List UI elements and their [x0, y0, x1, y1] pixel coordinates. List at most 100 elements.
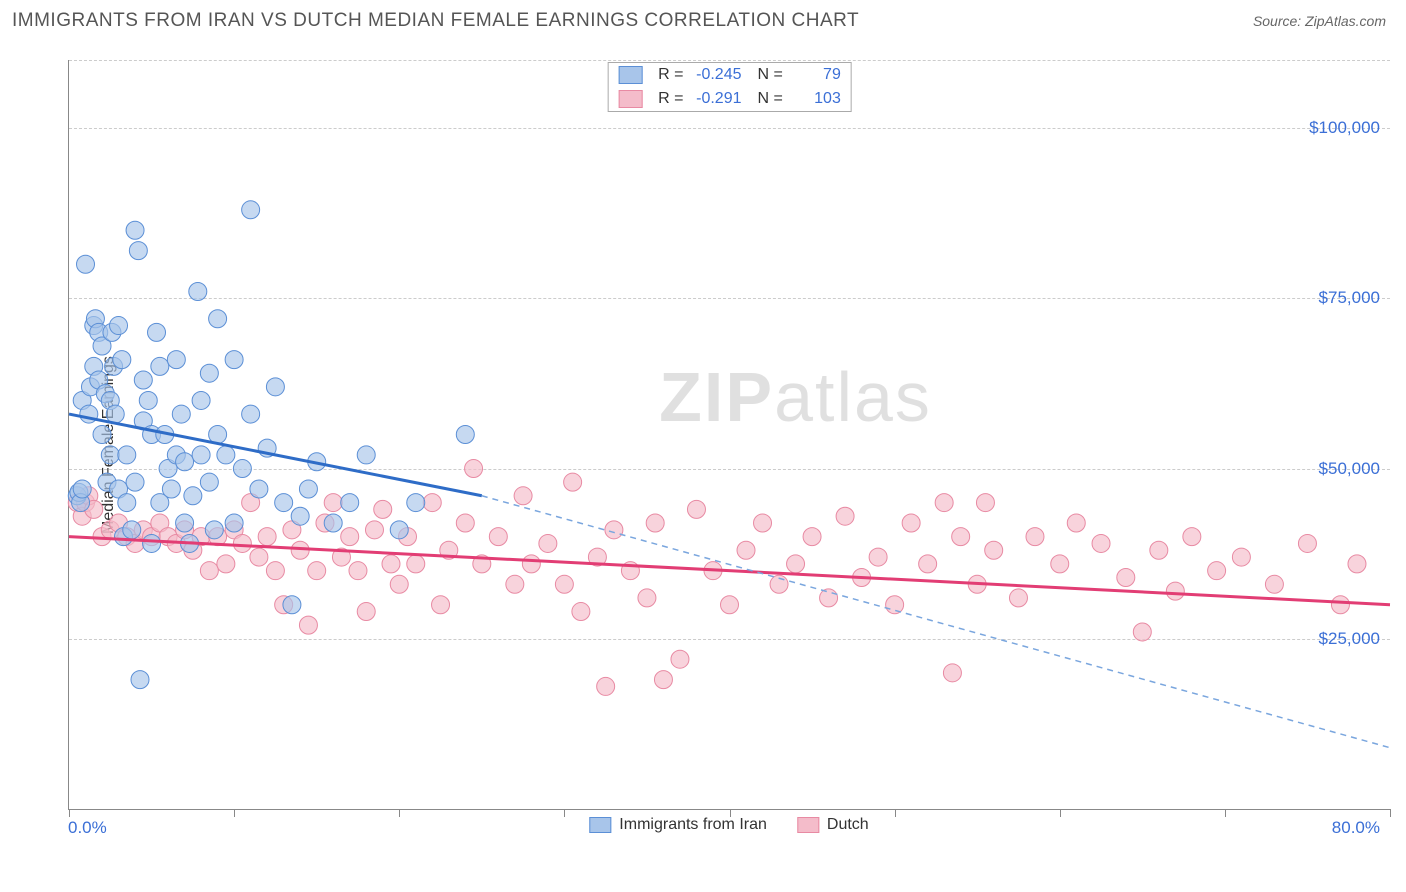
scatter-point [242, 405, 260, 423]
scatter-point [1150, 541, 1168, 559]
scatter-point [176, 514, 194, 532]
correlation-legend-row: R = -0.291 N = 103 [608, 87, 851, 111]
correlation-legend-row: R = -0.245 N = 79 [608, 63, 851, 87]
scatter-point [299, 616, 317, 634]
scatter-point [250, 548, 268, 566]
correlation-legend: R = -0.245 N = 79 R = -0.291 N = 103 [607, 62, 852, 112]
scatter-point [217, 446, 235, 464]
scatter-point [167, 351, 185, 369]
scatter-point [233, 534, 251, 552]
scatter-point [465, 460, 483, 478]
scatter-point [126, 221, 144, 239]
x-axis-min-label: 0.0% [68, 818, 107, 838]
chart-header: IMMIGRANTS FROM IRAN VS DUTCH MEDIAN FEM… [0, 0, 1406, 40]
scatter-point [101, 446, 119, 464]
legend-swatch-iran [589, 817, 611, 833]
scatter-point [489, 528, 507, 546]
scatter-point [539, 534, 557, 552]
scatter-point [564, 473, 582, 491]
scatter-point [258, 528, 276, 546]
scatter-point [250, 480, 268, 498]
scatter-point [200, 562, 218, 580]
scatter-point [803, 528, 821, 546]
scatter-point [935, 494, 953, 512]
scatter-point [73, 480, 91, 498]
scatter-point [572, 603, 590, 621]
scatter-point [139, 391, 157, 409]
scatter-point [390, 575, 408, 593]
scatter-point [456, 426, 474, 444]
scatter-point [341, 528, 359, 546]
plot-area: ZIPatlas R = -0.245 N = 79 R = -0.291 N … [68, 60, 1390, 810]
scatter-point [555, 575, 573, 593]
scatter-point [1133, 623, 1151, 641]
scatter-point [1348, 555, 1366, 573]
scatter-point [299, 480, 317, 498]
scatter-point [1166, 582, 1184, 600]
scatter-point [721, 596, 739, 614]
x-axis-labels: 0.0% Immigrants from Iran Dutch 80.0% [68, 810, 1390, 840]
scatter-point [754, 514, 772, 532]
scatter-point [151, 357, 169, 375]
scatter-point [217, 555, 235, 573]
scatter-point [189, 283, 207, 301]
scatter-point [390, 521, 408, 539]
scatter-point [283, 596, 301, 614]
scatter-point [522, 555, 540, 573]
scatter-point [952, 528, 970, 546]
legend-item: Dutch [797, 816, 869, 834]
scatter-point [382, 555, 400, 573]
scatter-point [654, 671, 672, 689]
scatter-point [820, 589, 838, 607]
chart-container: Median Female Earnings ZIPatlas R = -0.2… [50, 50, 1390, 840]
scatter-point [200, 364, 218, 382]
scatter-point [266, 562, 284, 580]
scatter-point [275, 494, 293, 512]
scatter-point [1092, 534, 1110, 552]
scatter-point [200, 473, 218, 491]
scatter-point [605, 521, 623, 539]
scatter-point [134, 371, 152, 389]
scatter-point [118, 494, 136, 512]
chart-source: Source: ZipAtlas.com [1253, 13, 1386, 29]
scatter-point [266, 378, 284, 396]
scatter-point [374, 500, 392, 518]
scatter-point [131, 671, 149, 689]
scatter-point [423, 494, 441, 512]
scatter-point [1265, 575, 1283, 593]
r-value-dutch: -0.291 [694, 90, 742, 108]
y-tick-label: $100,000 [1309, 118, 1380, 138]
scatter-point [129, 242, 147, 260]
scatter-point [192, 391, 210, 409]
scatter-point [123, 521, 141, 539]
scatter-point [407, 494, 425, 512]
legend-swatch-iran [618, 66, 642, 84]
scatter-point [869, 548, 887, 566]
scatter-point [192, 446, 210, 464]
scatter-point [1331, 596, 1349, 614]
legend-label: Dutch [827, 816, 869, 834]
scatter-point [506, 575, 524, 593]
scatter-point [597, 677, 615, 695]
scatter-point [514, 487, 532, 505]
scatter-point [77, 255, 95, 273]
scatter-point [638, 589, 656, 607]
scatter-point [1009, 589, 1027, 607]
scatter-point [324, 494, 342, 512]
legend-item: Immigrants from Iran [589, 816, 767, 834]
scatter-point [456, 514, 474, 532]
scatter-point [836, 507, 854, 525]
scatter-point [1067, 514, 1085, 532]
x-tick [1390, 809, 1391, 817]
scatter-point [1183, 528, 1201, 546]
scatter-point [976, 494, 994, 512]
y-tick-label: $75,000 [1319, 288, 1380, 308]
chart-title: IMMIGRANTS FROM IRAN VS DUTCH MEDIAN FEM… [12, 10, 859, 32]
scatter-point [106, 405, 124, 423]
scatter-point [172, 405, 190, 423]
scatter-point [209, 310, 227, 328]
legend-swatch-dutch [618, 90, 642, 108]
scatter-point [737, 541, 755, 559]
scatter-point [324, 514, 342, 532]
scatter-point [943, 664, 961, 682]
